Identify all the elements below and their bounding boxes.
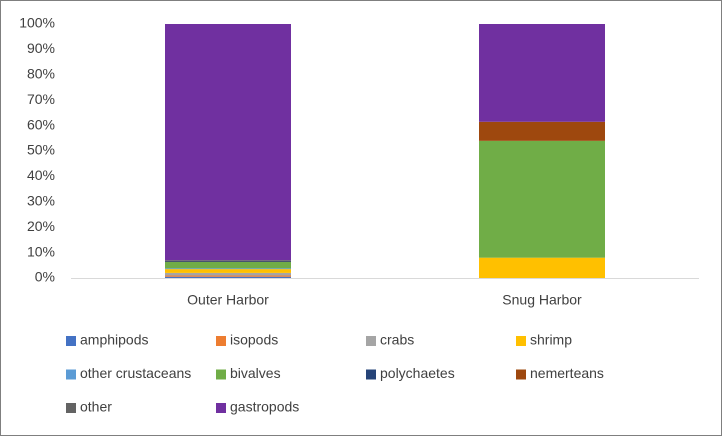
y-tick-label: 20% — [27, 218, 55, 234]
bar-segment — [165, 275, 291, 277]
bar-segment — [165, 276, 291, 278]
legend-label: crabs — [380, 332, 414, 348]
y-tick-label: 60% — [27, 116, 55, 132]
bar-segment — [165, 272, 291, 276]
bar-segment — [165, 269, 291, 273]
y-tick-label: 100% — [19, 15, 55, 31]
legend-swatch — [216, 336, 226, 346]
y-tick-label: 70% — [27, 91, 55, 107]
y-tick-label: 30% — [27, 193, 55, 209]
legend-label: shrimp — [530, 332, 572, 348]
bar-segment — [479, 24, 605, 122]
legend-swatch — [366, 369, 376, 380]
y-tick-label: 90% — [27, 40, 55, 56]
bar-segment — [165, 268, 291, 270]
x-tick-label: Outer Harbor — [187, 292, 269, 308]
legend-label: other — [80, 399, 112, 415]
y-tick-label: 0% — [35, 269, 55, 285]
legend-label: amphipods — [80, 332, 149, 348]
bar-segment — [165, 260, 291, 262]
bar-segment — [165, 24, 291, 261]
legend-label: bivalves — [230, 365, 281, 381]
y-tick-label: 50% — [27, 142, 55, 158]
legend-swatch — [516, 369, 526, 380]
bar-segment — [165, 261, 291, 262]
y-tick-label: 40% — [27, 167, 55, 183]
x-tick-label: Snug Harbor — [502, 292, 582, 308]
legend-label: gastropods — [230, 399, 299, 415]
y-tick-label: 10% — [27, 243, 55, 259]
legend-label: other crustaceans — [80, 365, 191, 381]
legend-swatch — [216, 403, 226, 413]
bar-segment — [479, 257, 605, 278]
bar-segment — [165, 261, 291, 269]
legend-label: polychaetes — [380, 365, 455, 381]
legend-swatch — [66, 369, 76, 380]
legend-swatch — [66, 336, 76, 346]
legend-label: isopods — [230, 332, 278, 348]
y-tick-label: 80% — [27, 66, 55, 82]
legend-swatch — [366, 336, 376, 346]
bar-segment — [479, 140, 605, 258]
legend-swatch — [66, 403, 76, 413]
legend-swatch — [516, 336, 526, 346]
legend-label: nemerteans — [530, 365, 604, 381]
legend-swatch — [216, 369, 226, 380]
bar-segment — [479, 121, 605, 141]
